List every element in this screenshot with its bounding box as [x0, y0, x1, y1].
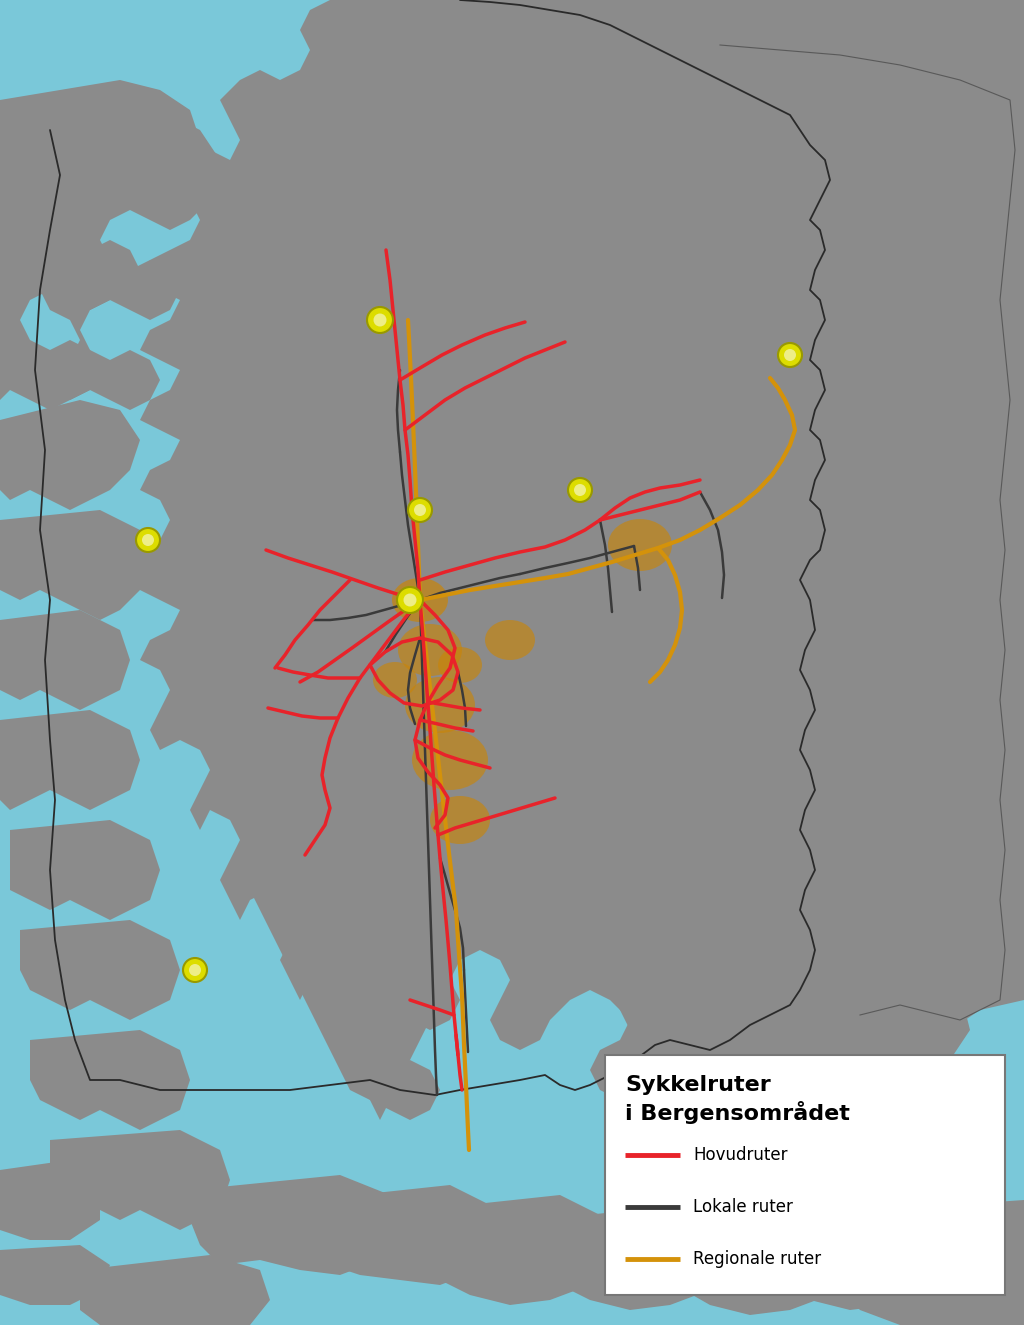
- Polygon shape: [650, 1215, 850, 1314]
- Ellipse shape: [430, 796, 490, 844]
- Polygon shape: [800, 860, 1010, 975]
- Polygon shape: [0, 610, 130, 710]
- Polygon shape: [190, 1175, 400, 1275]
- Polygon shape: [0, 1246, 110, 1305]
- Text: Hovudruter: Hovudruter: [693, 1146, 787, 1163]
- Polygon shape: [80, 1255, 270, 1325]
- Circle shape: [142, 534, 154, 546]
- Text: i Bergensområdet: i Bergensområdet: [625, 1101, 850, 1124]
- Circle shape: [136, 527, 160, 553]
- Polygon shape: [750, 961, 970, 1085]
- Circle shape: [183, 958, 207, 982]
- Ellipse shape: [406, 677, 475, 733]
- Text: Regionale ruter: Regionale ruter: [693, 1249, 821, 1268]
- Text: Sykkelruter: Sykkelruter: [625, 1075, 771, 1094]
- Circle shape: [374, 314, 386, 326]
- Ellipse shape: [392, 578, 449, 621]
- Polygon shape: [870, 690, 1024, 800]
- Text: Lokale ruter: Lokale ruter: [693, 1198, 793, 1216]
- Ellipse shape: [373, 662, 417, 698]
- Ellipse shape: [412, 730, 488, 790]
- Ellipse shape: [608, 519, 672, 571]
- Polygon shape: [420, 1195, 610, 1305]
- Circle shape: [189, 965, 201, 977]
- Polygon shape: [0, 710, 140, 810]
- Circle shape: [367, 307, 393, 333]
- Polygon shape: [440, 570, 550, 629]
- Polygon shape: [250, 480, 580, 1120]
- Polygon shape: [130, 0, 1024, 1170]
- Polygon shape: [540, 1204, 730, 1310]
- Ellipse shape: [398, 624, 462, 676]
- Circle shape: [397, 587, 423, 613]
- Polygon shape: [0, 400, 140, 510]
- Polygon shape: [760, 1204, 950, 1310]
- Circle shape: [574, 484, 586, 496]
- Circle shape: [408, 498, 432, 522]
- Polygon shape: [40, 110, 220, 409]
- Ellipse shape: [485, 620, 535, 660]
- Polygon shape: [50, 1130, 230, 1230]
- Polygon shape: [0, 80, 200, 409]
- Polygon shape: [30, 1030, 190, 1130]
- Polygon shape: [0, 1159, 100, 1240]
- Circle shape: [784, 348, 796, 360]
- Polygon shape: [900, 610, 1024, 710]
- Polygon shape: [20, 920, 180, 1020]
- Circle shape: [778, 343, 802, 367]
- Ellipse shape: [438, 647, 482, 682]
- Polygon shape: [310, 1185, 500, 1285]
- FancyBboxPatch shape: [605, 1055, 1005, 1295]
- Circle shape: [568, 478, 592, 502]
- Polygon shape: [300, 20, 880, 1159]
- Circle shape: [414, 504, 426, 515]
- Polygon shape: [0, 510, 150, 620]
- Polygon shape: [10, 820, 160, 920]
- Polygon shape: [840, 1200, 1024, 1325]
- Circle shape: [403, 594, 417, 607]
- Polygon shape: [850, 775, 1024, 900]
